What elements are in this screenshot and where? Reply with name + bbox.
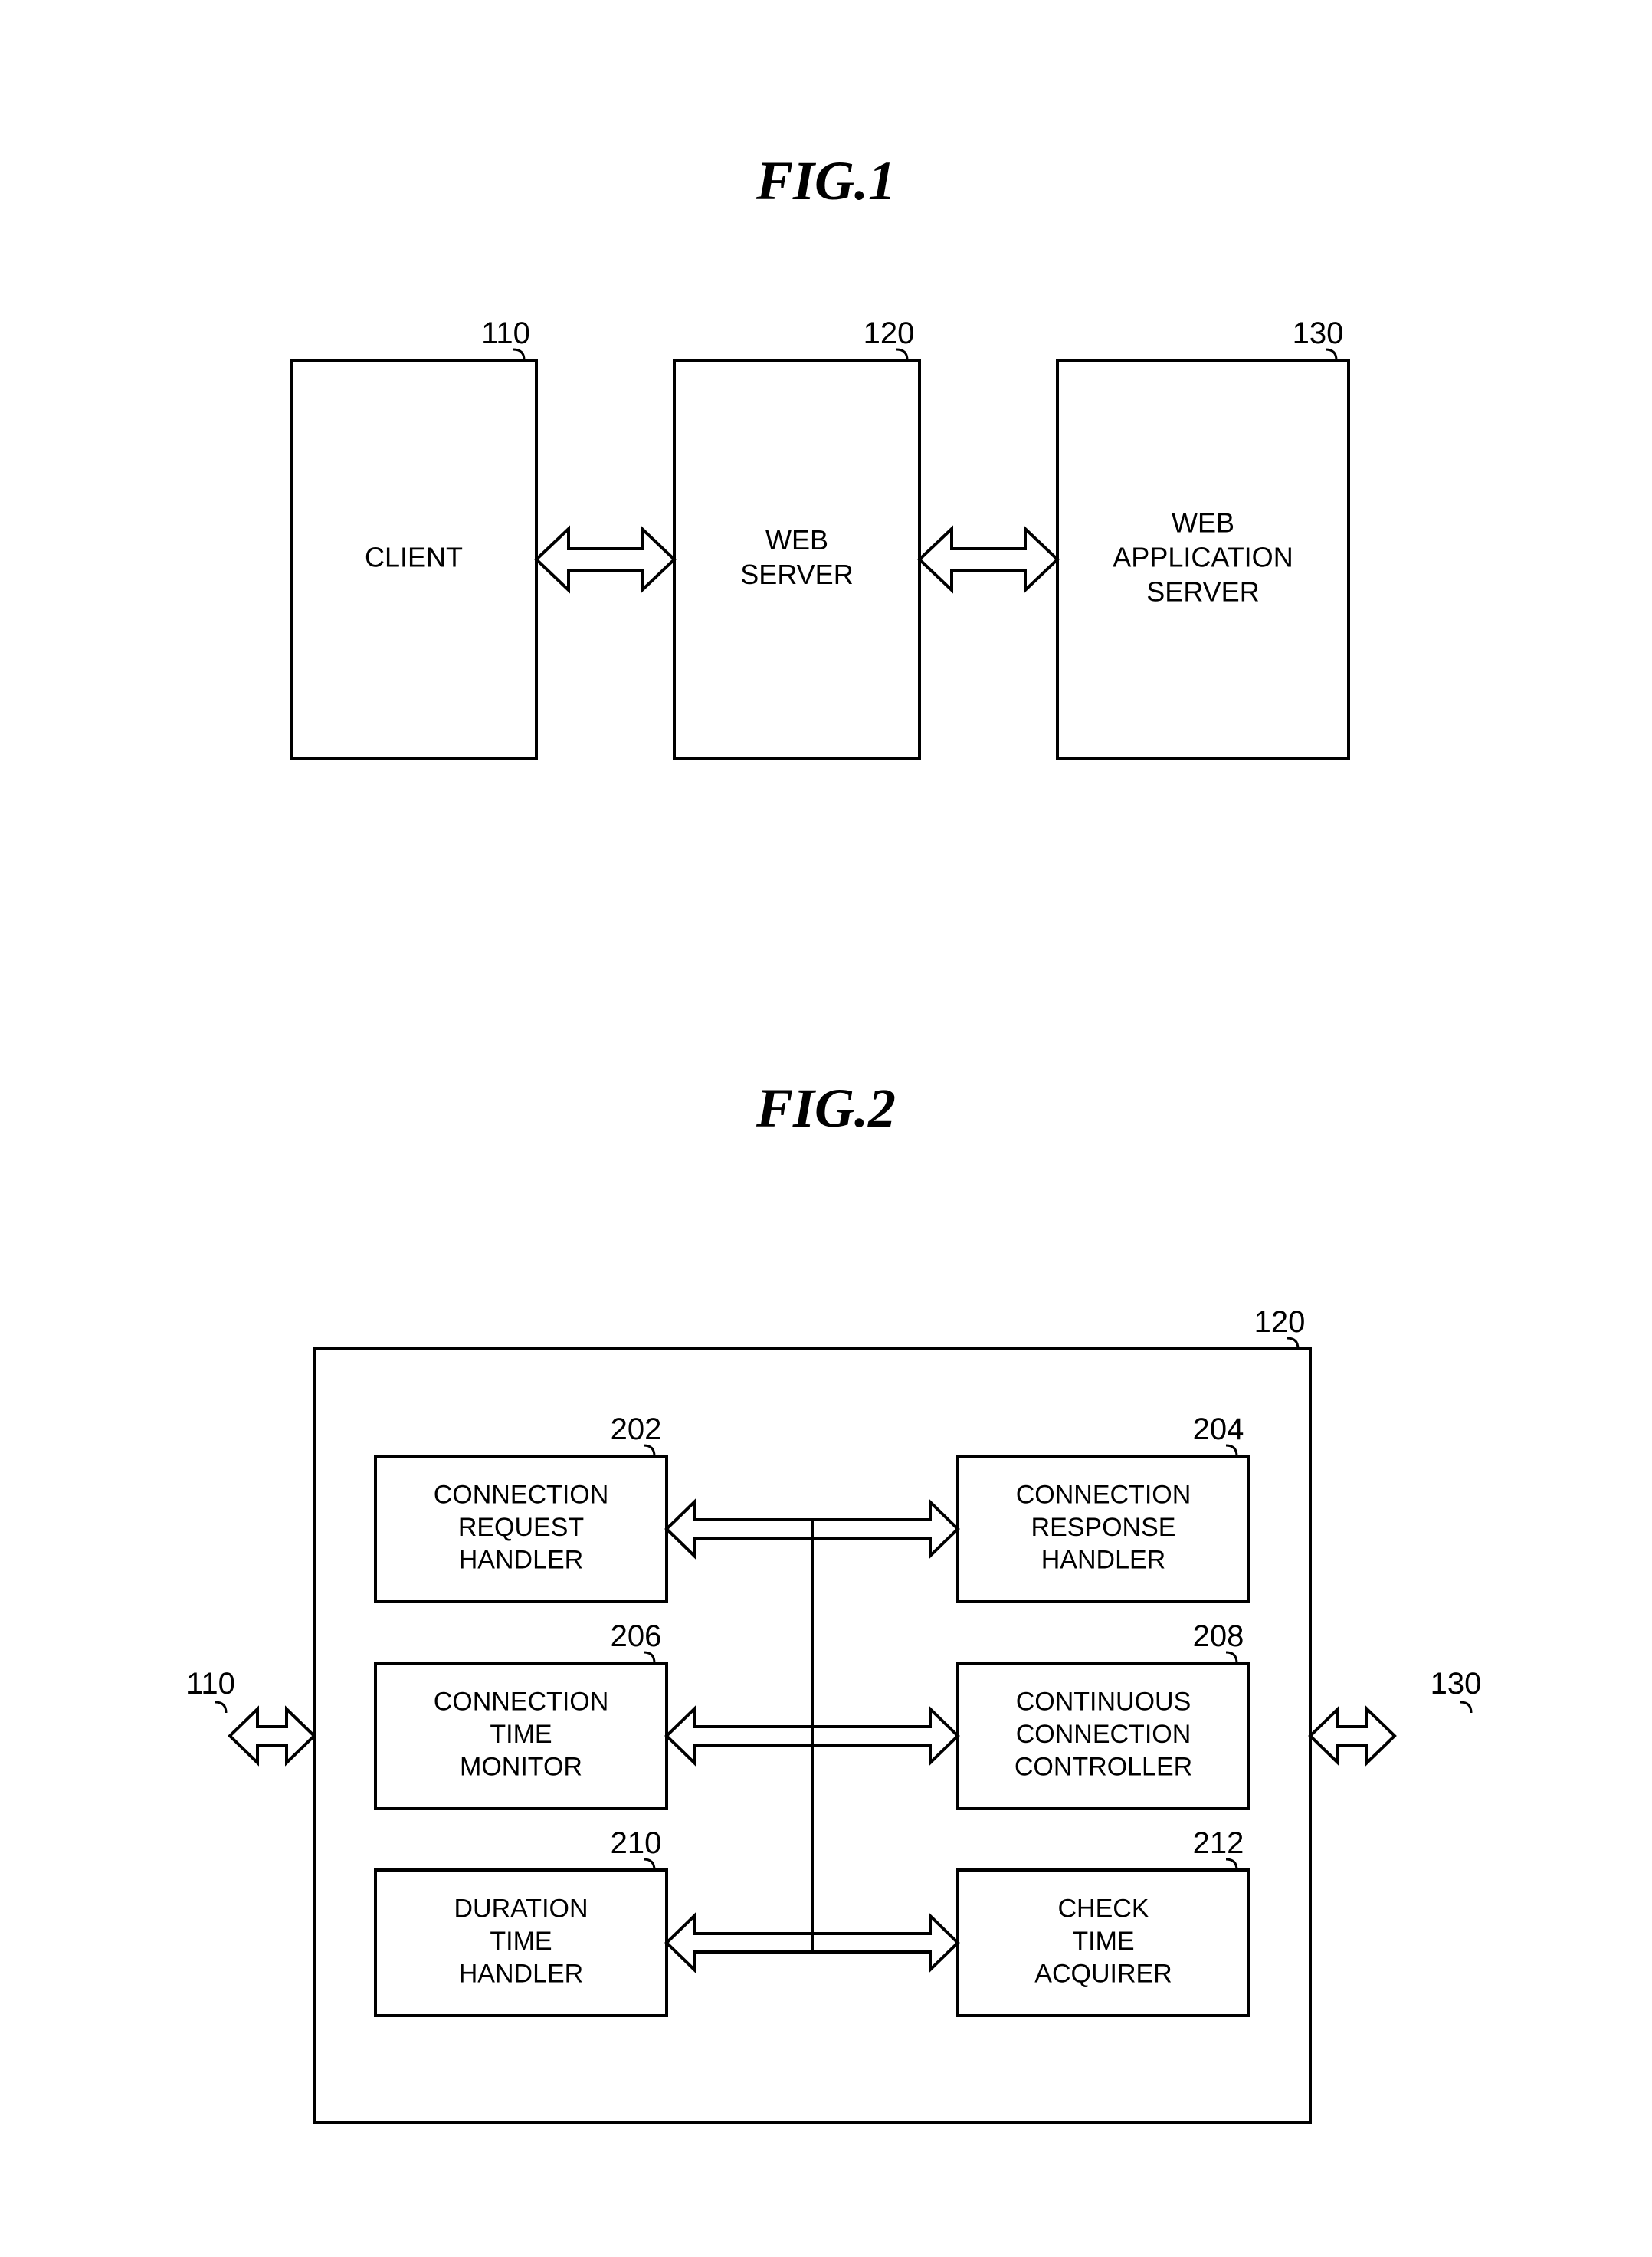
fig2-inner-206-line-0: CONNECTION: [434, 1687, 609, 1716]
fig2-inner-208-num: 208: [1193, 1619, 1244, 1653]
fig2-inner-206-line-2: MONITOR: [460, 1752, 582, 1781]
fig2-inner-202-line-0: CONNECTION: [434, 1480, 609, 1509]
fig2-inner-208-line-0: CONTINUOUS: [1016, 1687, 1191, 1716]
fig1-was-line-2: SERVER: [1146, 576, 1259, 608]
fig2-inner-212-line-0: CHECK: [1057, 1894, 1149, 1923]
fig1-client-num: 110: [481, 317, 530, 350]
fig2-inner-212-line-2: ACQUIRER: [1034, 1959, 1172, 1988]
fig2-inner-204-line-0: CONNECTION: [1016, 1480, 1191, 1509]
fig2-inner-210-line-0: DURATION: [454, 1894, 588, 1923]
fig2-inner-210-line-1: TIME: [490, 1927, 552, 1956]
diagram-root: FIG.1110CLIENT120WEBSERVER130WEBAPPLICAT…: [0, 0, 1652, 2257]
fig1-web-server-line-1: SERVER: [740, 559, 853, 590]
fig2-title: FIG.2: [756, 1078, 896, 1139]
fig2-left-label-text: 110: [186, 1667, 235, 1701]
fig1-client-line-0: CLIENT: [365, 542, 463, 573]
fig2-inner-204-line-2: HANDLER: [1041, 1545, 1165, 1574]
fig1-was-num: 130: [1293, 317, 1344, 350]
fig2-inner-202-line-2: HANDLER: [459, 1545, 583, 1574]
fig2-inner-212-num: 212: [1193, 1826, 1244, 1860]
fig2-inner-202-num: 202: [611, 1412, 662, 1446]
fig1-web-server-line-0: WEB: [765, 524, 828, 556]
fig2-inner-208-line-1: CONNECTION: [1016, 1720, 1191, 1749]
fig2-inner-212-line-1: TIME: [1072, 1927, 1134, 1956]
fig2-outer-num: 120: [1254, 1305, 1306, 1339]
fig1-web-server-num: 120: [864, 317, 915, 350]
canvas: FIG.1110CLIENT120WEBSERVER130WEBAPPLICAT…: [0, 0, 1652, 2257]
fig1-title: FIG.1: [756, 150, 896, 212]
fig2-inner-206-num: 206: [611, 1619, 662, 1653]
fig1-web-server: 120 WEBSERVER: [674, 317, 919, 759]
fig2-inner-202-line-1: REQUEST: [458, 1513, 584, 1542]
fig2-inner-204-num: 204: [1193, 1412, 1244, 1446]
fig1-client: 110 CLIENT: [291, 317, 536, 759]
fig2-inner-210-line-2: HANDLER: [459, 1959, 583, 1988]
fig1-was-line-1: APPLICATION: [1113, 542, 1293, 573]
fig2-inner-206-line-1: TIME: [490, 1720, 552, 1749]
fig2-right-label-text: 130: [1431, 1667, 1482, 1701]
fig2-inner-208-line-2: CONTROLLER: [1014, 1752, 1192, 1781]
fig1-was-line-0: WEB: [1172, 507, 1234, 539]
fig2-inner-210-num: 210: [611, 1826, 662, 1860]
fig1-was: 130 WEBAPPLICATIONSERVER: [1057, 317, 1349, 759]
fig2-inner-204-line-1: RESPONSE: [1031, 1513, 1176, 1542]
